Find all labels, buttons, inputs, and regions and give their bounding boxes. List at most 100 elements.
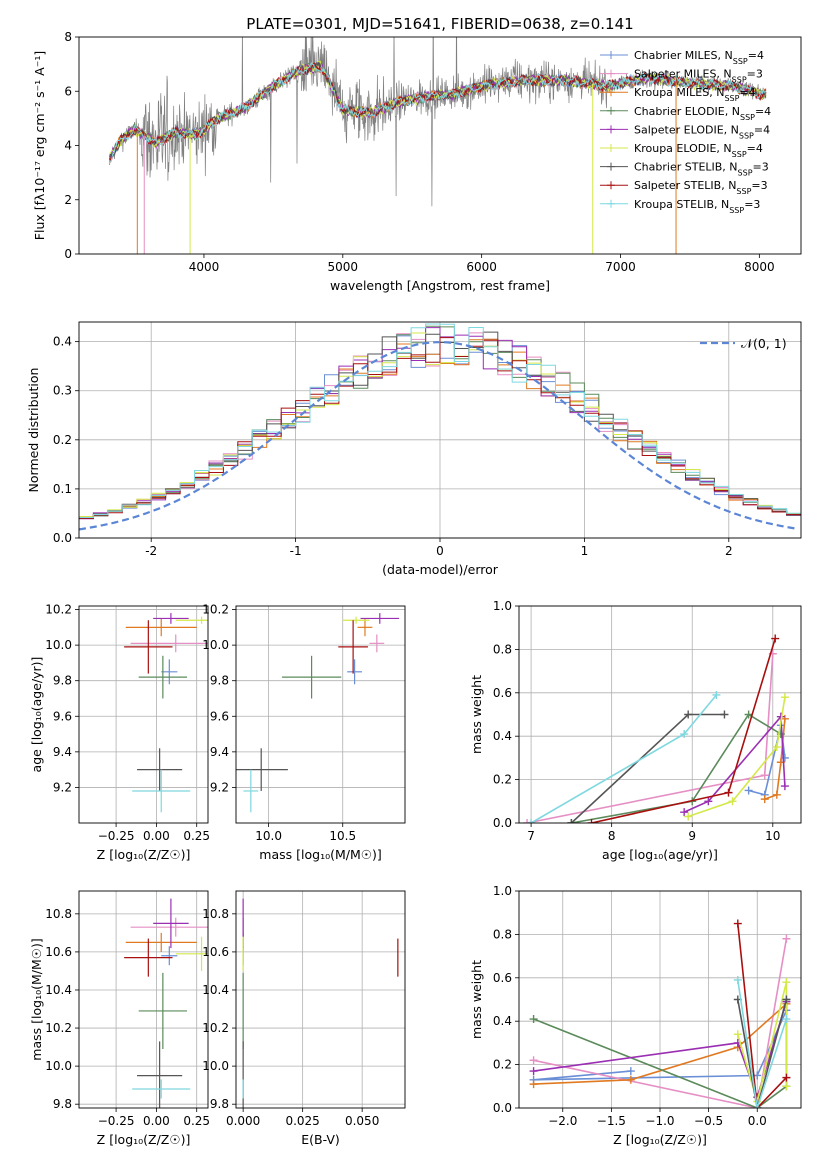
x-tick-label: -1 xyxy=(290,544,302,558)
x-tick-label: 10.0 xyxy=(255,829,282,843)
legend-label: Kroupa ELODIE, NSSP=4 xyxy=(634,142,763,159)
panel-age_weight: 7 8 9 10 0.0 0.2 0.4 0.6 0.8 1.0 age [log₁₀(age/yr… xyxy=(469,599,802,862)
histogram-legend: 𝒩(0, 1) xyxy=(700,336,787,351)
panel-z_age: −0.25 0.00 0.25 9.2 9.4 9.6 9.8 10.0 10.2 Z [log₁… xyxy=(29,603,210,862)
plot-area-spectrum xyxy=(109,37,767,254)
weight-point xyxy=(772,743,781,752)
legend-marker xyxy=(607,199,615,208)
y-axis-label: mass [log₁₀(M/M☉)] xyxy=(29,938,44,1060)
y-tick-label: 0 xyxy=(64,247,72,261)
y-tick-label: 0.4 xyxy=(53,335,72,349)
y-tick-label: 9.4 xyxy=(53,745,72,759)
y-tick-label: 10.2 xyxy=(45,603,72,617)
y-tick-label: 10.6 xyxy=(202,945,229,959)
y-tick-label: 0.4 xyxy=(493,729,512,743)
axes-frame: −0.25 0.00 0.25 9.8 10.0 10.2 10.4 10.6 10.8 Z [l… xyxy=(29,890,210,1147)
histogram-step xyxy=(79,337,801,519)
y-tick-label: 6 xyxy=(64,84,72,98)
y-tick-label: 0.2 xyxy=(53,433,72,447)
y-tick-label: 10.2 xyxy=(202,1021,229,1035)
weight-point xyxy=(529,1015,538,1024)
weight-point xyxy=(724,788,733,797)
weight-point xyxy=(760,795,769,804)
plot-area-mass_age xyxy=(236,613,400,813)
weight-point xyxy=(780,693,789,702)
weight-line xyxy=(737,999,788,1108)
x-axis-label: age [log₁₀(age/yr)] xyxy=(602,847,718,862)
x-tick-label: 8 xyxy=(608,829,616,843)
x-tick-label: 0.0 xyxy=(748,1114,767,1128)
y-tick-label: 9.2 xyxy=(53,780,72,794)
legend-label: Salpeter MILES, NSSP=3 xyxy=(634,68,763,85)
weight-point xyxy=(733,1030,742,1039)
x-tick-label: 5000 xyxy=(328,260,359,274)
y-axis-label: Flux [fλ10⁻¹⁷ erg cm⁻² s⁻¹ A⁻¹] xyxy=(32,51,47,240)
y-tick-label: 9.6 xyxy=(210,709,229,723)
weight-point xyxy=(680,730,689,739)
weight-point xyxy=(733,919,742,928)
axes-frame: −2.0 −1.5 −1.0 −0.5 0.0 0.0 0.2 0.4 0.6 0.8 1.0 Z [… xyxy=(469,884,802,1147)
weight-point xyxy=(753,1104,762,1108)
y-tick-label: 10.2 xyxy=(202,603,229,617)
x-axis-label: Z [log₁₀(Z/Z☉)] xyxy=(97,1132,191,1147)
y-tick-label: 10.0 xyxy=(45,638,72,652)
weight-point xyxy=(712,690,721,699)
legend-label: Chabrier STELIB, NSSP=3 xyxy=(634,161,769,178)
panel-z_mass: −0.25 0.00 0.25 9.8 10.0 10.2 10.4 10.6 10.8 Z [l… xyxy=(29,890,210,1147)
y-axis-label: Normed distribution xyxy=(26,368,41,493)
axes-border xyxy=(235,890,406,1109)
x-axis-label: E(B-V) xyxy=(301,1132,340,1147)
weight-point xyxy=(567,819,576,823)
weight-line xyxy=(737,979,788,1108)
axes-border xyxy=(78,36,802,255)
histogram-step xyxy=(79,323,801,518)
y-tick-label: 0.3 xyxy=(53,384,72,398)
weight-point xyxy=(626,1067,635,1076)
x-tick-label: 2 xyxy=(725,544,733,558)
axes-border xyxy=(78,605,209,824)
x-tick-label: 7 xyxy=(527,829,535,843)
weight-point xyxy=(782,934,791,943)
y-tick-label: 0.0 xyxy=(493,1101,512,1115)
weight-point xyxy=(771,634,780,643)
plot-area-age_weight xyxy=(523,634,789,823)
plot-area-z_mass xyxy=(124,898,208,1108)
x-tick-label: 0 xyxy=(436,544,444,558)
x-axis-label: Z [log₁₀(Z/Z☉)] xyxy=(613,1132,707,1147)
y-tick-label: 10.0 xyxy=(45,1059,72,1073)
weight-point xyxy=(744,710,753,719)
x-tick-label: 0.25 xyxy=(183,829,210,843)
weight-point xyxy=(780,753,789,762)
legend-marker xyxy=(607,125,615,134)
panel-residuals: -2 -1 0 1 2 0.0 0.1 0.2 0.3 0.4 (data-model)/error… xyxy=(26,321,802,577)
y-tick-label: 9.2 xyxy=(210,780,229,794)
y-tick-label: 10.0 xyxy=(202,638,229,652)
y-tick-label: 0.6 xyxy=(493,971,512,985)
weight-point xyxy=(780,714,789,723)
x-tick-label: 1 xyxy=(581,544,589,558)
weight-point xyxy=(733,975,742,984)
y-tick-label: 0.1 xyxy=(53,482,72,496)
legend-label: Chabrier MILES, NSSP=4 xyxy=(634,49,764,66)
legend-marker xyxy=(607,106,615,115)
y-tick-label: 4 xyxy=(64,139,72,153)
x-tick-label: −2.0 xyxy=(548,1114,577,1128)
panel-ebv_mass: 0.000 0.025 0.050 9.8 10.0 10.2 10.4 10.6 10.8 E(… xyxy=(202,890,406,1147)
spectrum-model-line xyxy=(109,62,767,160)
weight-line xyxy=(533,938,788,1108)
y-tick-label: 10.2 xyxy=(45,1021,72,1035)
x-tick-label: 0.00 xyxy=(143,1114,170,1128)
legend-marker xyxy=(607,88,615,97)
legend-label: 𝒩(0, 1) xyxy=(741,336,787,351)
y-tick-label: 9.8 xyxy=(210,674,229,688)
x-tick-label: −0.5 xyxy=(694,1114,723,1128)
x-axis-label: wavelength [Angstrom, rest frame] xyxy=(330,278,550,293)
x-tick-label: 4000 xyxy=(189,260,220,274)
panel-mass_age: 10.0 10.5 9.2 9.4 9.6 9.8 10.0 10.2 mass [log₁₀(… xyxy=(202,603,406,862)
x-tick-label: −0.25 xyxy=(98,1114,135,1128)
y-tick-label: 1.0 xyxy=(493,599,512,613)
x-tick-label: 10 xyxy=(765,829,780,843)
legend-marker xyxy=(607,51,615,59)
legend-label: Salpeter STELIB, NSSP=3 xyxy=(634,179,768,196)
